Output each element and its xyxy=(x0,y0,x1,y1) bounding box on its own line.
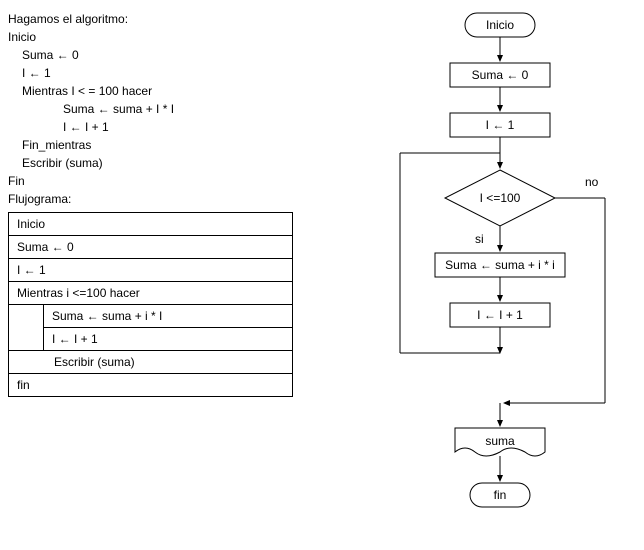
st-write: Escribir (suma) xyxy=(9,351,293,374)
st-fin: fin xyxy=(9,374,293,397)
fc-no-label: no xyxy=(585,175,599,189)
st-suma0: Suma ← 0 xyxy=(9,236,293,259)
fc-start-text: Inicio xyxy=(486,18,514,32)
pc-suma0: Suma ← 0 xyxy=(22,48,328,62)
fc-cond-text: I <=100 xyxy=(480,191,521,205)
fc-end-text: fin xyxy=(494,488,507,502)
pc-while: Mientras I < = 100 hacer xyxy=(22,84,328,98)
fc-yes-label: si xyxy=(475,232,484,246)
pc-inicio: Inicio xyxy=(8,30,328,44)
structure-table: Inicio Suma ← 0 I ← 1 Mientras i <=100 h… xyxy=(8,212,293,397)
st-while: Mientras i <=100 hacer xyxy=(9,282,293,305)
st-sumsum: Suma ← suma + i * I xyxy=(44,305,293,328)
pc-write: Escribir (suma) xyxy=(22,156,328,170)
fc-output-text: suma xyxy=(485,434,515,448)
pc-inc: I ← I + 1 xyxy=(63,120,328,134)
flowchart: Inicio Suma ← 0 I ← 1 I <=100 no si Suma… xyxy=(380,8,640,538)
flowchart-svg: Inicio Suma ← 0 I ← 1 I <=100 no si Suma… xyxy=(380,8,640,538)
st-inicio: Inicio xyxy=(9,213,293,236)
pc-flujo: Flujograma: xyxy=(8,192,328,206)
st-loop-gutter xyxy=(9,305,44,351)
st-i1: I ← 1 xyxy=(9,259,293,282)
st-inc: I ← I + 1 xyxy=(44,328,293,351)
pc-fin: Fin xyxy=(8,174,328,188)
pc-i1: I ← 1 xyxy=(22,66,328,80)
pc-endwhile: Fin_mientras xyxy=(22,138,328,152)
pc-sumsum: Suma ← suma + I * I xyxy=(63,102,328,116)
pc-title: Hagamos el algoritmo: xyxy=(8,12,328,26)
left-column: Hagamos el algoritmo: Inicio Suma ← 0 I … xyxy=(8,8,328,397)
fc-i1-text: I ← 1 xyxy=(486,118,515,132)
fc-inc-text: I ← I + 1 xyxy=(477,308,523,322)
fc-sumsum-text: Suma ← suma + i * i xyxy=(445,258,555,272)
fc-suma0-text: Suma ← 0 xyxy=(472,68,529,82)
